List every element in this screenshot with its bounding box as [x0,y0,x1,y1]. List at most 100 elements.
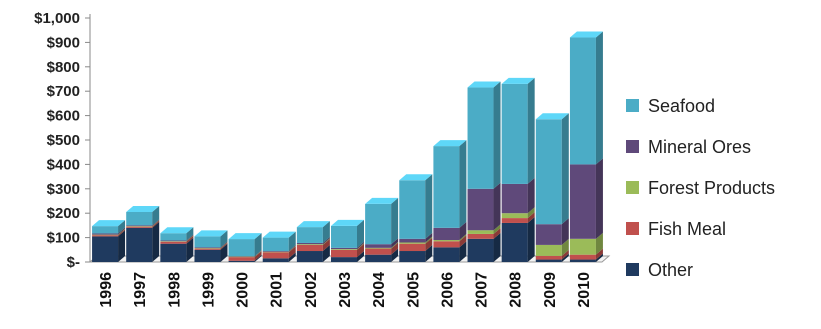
bar-side [595,158,603,239]
bar-side [118,220,126,234]
bar-side [527,216,535,262]
bar-top [331,219,364,226]
bar-front [365,247,392,249]
y-tick-label: $200 [47,205,80,222]
bar-other-2006 [433,241,467,262]
legend-swatch [626,99,639,112]
x-tick-label: 2001 [269,272,286,308]
bar-seafood-1996 [92,220,126,234]
bar-side [254,233,262,257]
legend-swatch [626,140,639,153]
bar-side [152,220,160,227]
bar-other-2000 [228,254,262,262]
bar-front [160,243,187,262]
legend-label: Mineral Ores [648,137,751,157]
bar-mineral-ores-2002 [296,236,330,245]
bar-side [357,219,364,248]
bar-front [331,249,357,250]
bar-seafood-2001 [262,231,296,252]
y-axis-ticks: $- $100 $200 $300 $400 $500 $600 $700 $800 $900 $1… [34,10,90,271]
bar-side [425,232,433,243]
y-tick-label: $800 [47,59,80,76]
bar-front [569,37,596,165]
bar-forest-products-2010 [569,232,603,255]
bar-side [391,241,399,249]
bar-side [118,229,126,237]
bar-side [527,212,535,223]
bar-front [296,242,323,245]
bar-other-1998 [160,237,194,262]
bar-side [357,251,364,262]
bar-front [126,225,153,227]
bar-front [160,241,187,242]
bar-other-2009 [535,253,569,262]
bar-top [365,197,399,204]
bar-mineral-ores-1997 [126,219,160,227]
bar-other-2005 [399,245,433,262]
bar-fish-meal-2003 [331,243,364,258]
bar-mineral-ores-2000 [228,250,262,257]
bar-top [467,81,501,88]
bar-front [365,203,392,245]
bar-side [561,249,569,260]
legend-item-mineral-ores: Mineral Ores [626,137,751,157]
bar-top [262,231,296,238]
bar-side [391,197,399,245]
bar-side [322,245,330,262]
bar-front [569,164,596,239]
bar-column-1996 [92,220,126,262]
bar-side [493,232,501,262]
bar-front [467,233,494,239]
bar-side [459,140,467,228]
bar-fish-meal-1999 [194,242,228,250]
bar-side [493,182,501,231]
bar-side [561,253,569,262]
bar-fish-meal-2005 [399,237,433,252]
bar-fish-meal-2008 [501,212,535,223]
bar-front [535,255,562,260]
bar-side [391,242,399,255]
bar-other-2008 [501,216,535,262]
bar-seafood-1997 [126,205,160,226]
bar-top [296,221,330,228]
bar-mineral-ores-1996 [92,227,126,235]
bar-column-2009 [535,113,569,262]
bar-column-2008 [501,77,535,262]
bar-seafood-2006 [433,140,467,228]
bar-side [220,242,228,249]
bar-front [467,238,494,262]
bar-side [322,238,330,245]
bar-front [535,259,562,262]
x-tick-label: 2010 [576,272,593,308]
bar-front [92,226,119,234]
y-tick-label: $700 [47,83,80,100]
y-tick-label: $- [67,254,80,271]
bar-side [254,254,262,262]
bar-front [126,211,153,226]
legend-label: Fish Meal [648,219,726,239]
x-tick-label: 2003 [337,272,354,308]
bar-front [126,226,153,228]
bar-front [262,258,289,262]
bar-side [595,248,603,260]
bar-side [152,221,160,262]
bar-side [357,243,364,250]
bar-column-2000 [228,233,262,262]
bar-front [535,244,562,256]
bar-forest-products-1996 [92,228,126,236]
bar-fish-meal-2001 [262,246,296,259]
bar-forest-products-2002 [296,238,330,245]
bar-mineral-ores-2004 [365,238,399,248]
bar-mineral-ores-2005 [399,232,433,243]
bar-side [493,224,501,234]
bar-forest-products-2007 [467,224,501,234]
bar-column-2005 [399,174,433,262]
bar-front [569,238,596,255]
bar-seafood-2003 [331,219,364,248]
bar-forest-products-2003 [331,243,364,250]
x-tick-label: 2007 [474,272,491,308]
bar-fish-meal-2009 [535,249,569,260]
bar-top [160,227,194,234]
bar-side [595,232,603,255]
x-tick-label: 2005 [405,272,422,308]
